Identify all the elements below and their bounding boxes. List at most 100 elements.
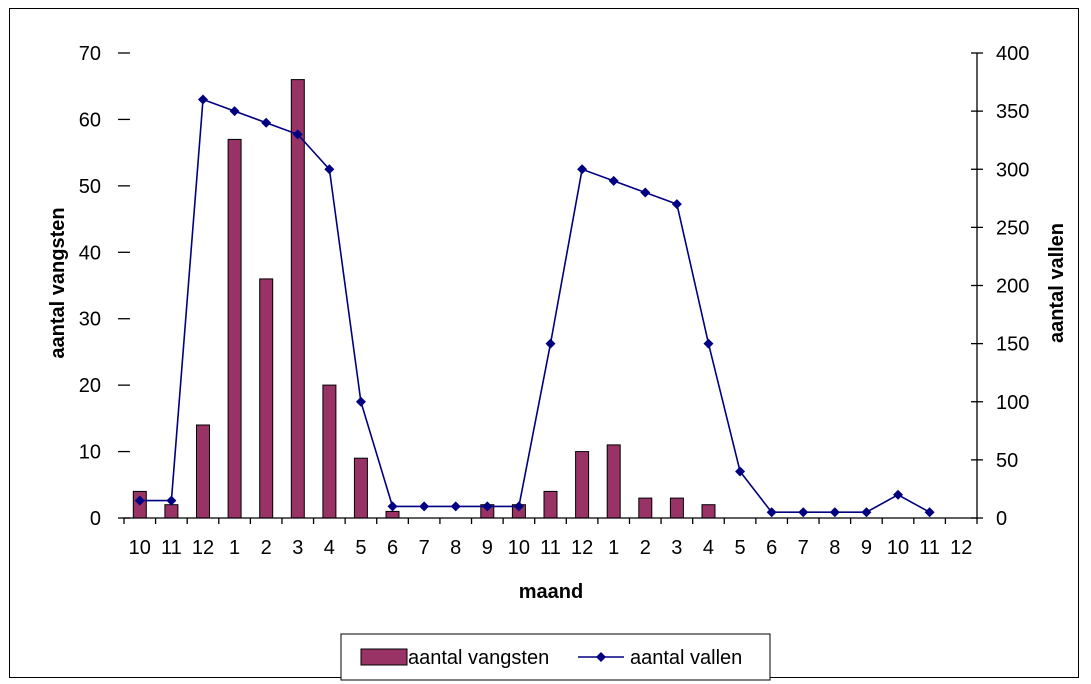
y-left-tick-label-6: 60: [79, 109, 101, 131]
point-vallen-0: [134, 495, 145, 506]
x-tick-label-3: 1: [229, 537, 240, 559]
point-vallen-16: [640, 187, 651, 198]
x-tick-label-10: 8: [450, 537, 461, 559]
point-vallen-25: [924, 507, 935, 518]
axes: [124, 53, 978, 519]
x-tick-label-17: 3: [671, 537, 682, 559]
point-vallen-3: [229, 106, 240, 117]
y-left-tick-label-2: 20: [79, 375, 101, 397]
point-vallen-9: [419, 501, 430, 512]
x-tick-label-1: 11: [161, 537, 182, 559]
point-vallen-24: [893, 489, 904, 500]
point-vallen-12: [513, 501, 524, 512]
y-axis-right-title: aantal vallen: [1046, 223, 1068, 343]
y-right-tick-label-8: 400: [996, 43, 1029, 65]
point-vallen-20: [766, 507, 777, 518]
x-tick-label-8: 6: [387, 537, 398, 559]
x-tick-label-4: 2: [261, 537, 272, 559]
x-tick-label-9: 7: [419, 537, 430, 559]
y-left-tick-label-4: 40: [79, 242, 101, 264]
bar-18: [701, 504, 716, 519]
bar-3: [227, 138, 242, 519]
x-tick-label-6: 4: [324, 537, 335, 559]
x-tick-label-11: 9: [482, 537, 493, 559]
series-line-vallen: [139, 98, 930, 514]
x-tick-label-7: 5: [355, 537, 366, 559]
x-tick-label-12: 10: [508, 537, 530, 559]
y-axis-left-ticks: 0 10 20 30 40 50 60 70: [79, 43, 130, 530]
x-tick-label-2: 12: [192, 537, 214, 559]
x-tick-label-21: 7: [798, 537, 809, 559]
line-series-vallen: [134, 94, 935, 518]
legend: aantal vangsten aantal vallen: [340, 633, 771, 681]
y-right-tick-label-6: 300: [996, 159, 1029, 181]
bar-13: [543, 490, 558, 519]
y-right-tick-label-3: 150: [996, 334, 1029, 356]
x-tick-label-5: 3: [292, 537, 303, 559]
y-left-tick-label-3: 30: [79, 309, 101, 331]
y-axis-left-title: aantal vangsten: [47, 207, 69, 358]
bar-1: [164, 504, 179, 519]
point-vallen-7: [355, 396, 366, 407]
y-left-tick-label-7: 70: [79, 43, 101, 65]
y-right-tick-label-4: 200: [996, 276, 1029, 298]
legend-label-vangsten: aantal vangsten: [408, 647, 549, 669]
x-tick-label-23: 9: [861, 537, 872, 559]
legend-label-vallen: aantal vallen: [630, 647, 742, 669]
point-vallen-10: [450, 501, 461, 512]
x-tick-label-26: 12: [950, 537, 972, 559]
y-left-tick-label-5: 50: [79, 176, 101, 198]
bar-series-vangsten: [132, 79, 716, 519]
point-vallen-14: [577, 164, 588, 175]
y-right-tick-label-1: 50: [996, 450, 1018, 472]
x-axis-ticks: 10 11 12 1 2 3 4 5 6 7 8 9 10 11 12 1 2 3 4 5 6 7 8 9 10 11 12: [123, 518, 978, 559]
y-right-tick-label-0: 0: [996, 508, 1007, 530]
y-right-tick-label-5: 250: [996, 217, 1029, 239]
point-vallen-13: [545, 338, 556, 349]
point-vallen-21: [798, 507, 809, 518]
legend-marker-vallen: [596, 652, 606, 662]
bar-15: [606, 444, 621, 519]
x-tick-label-19: 5: [734, 537, 745, 559]
legend-swatch-vangsten: [360, 648, 408, 666]
bar-2: [196, 424, 210, 519]
x-tick-label-18: 4: [703, 537, 714, 559]
x-tick-label-13: 11: [540, 537, 561, 559]
bar-6: [322, 384, 337, 519]
bar-16: [638, 497, 653, 519]
x-tick-label-20: 6: [766, 537, 777, 559]
point-vallen-5: [292, 129, 303, 140]
point-vallen-8: [387, 501, 398, 512]
y-left-tick-label-0: 0: [90, 508, 101, 530]
bar-4: [259, 278, 274, 519]
y-left-tick-label-1: 10: [79, 442, 101, 464]
chart-frame: [9, 8, 1079, 678]
legend-box: [340, 633, 771, 681]
point-vallen-18: [703, 338, 714, 349]
x-tick-label-25: 11: [919, 537, 940, 559]
bar-14: [575, 451, 590, 519]
point-vallen-6: [324, 164, 335, 175]
x-tick-label-15: 1: [608, 537, 619, 559]
point-vallen-15: [608, 175, 619, 186]
point-vallen-22: [829, 507, 840, 518]
x-tick-label-24: 10: [887, 537, 909, 559]
point-vallen-19: [735, 466, 746, 477]
point-vallen-23: [861, 507, 872, 518]
x-tick-label-0: 10: [129, 537, 151, 559]
x-tick-label-16: 2: [640, 537, 651, 559]
bar-17: [669, 497, 684, 519]
x-axis-title: maand: [519, 581, 583, 603]
point-vallen-2: [197, 94, 208, 105]
x-tick-label-14: 12: [571, 537, 593, 559]
bar-7: [353, 457, 368, 519]
point-vallen-17: [671, 199, 682, 210]
y-right-tick-label-7: 350: [996, 101, 1029, 123]
x-tick-label-22: 8: [829, 537, 840, 559]
point-vallen-11: [482, 501, 493, 512]
bar-8: [385, 510, 400, 519]
bar-5: [290, 79, 305, 519]
point-vallen-1: [166, 495, 177, 506]
y-right-tick-label-2: 100: [996, 392, 1029, 414]
